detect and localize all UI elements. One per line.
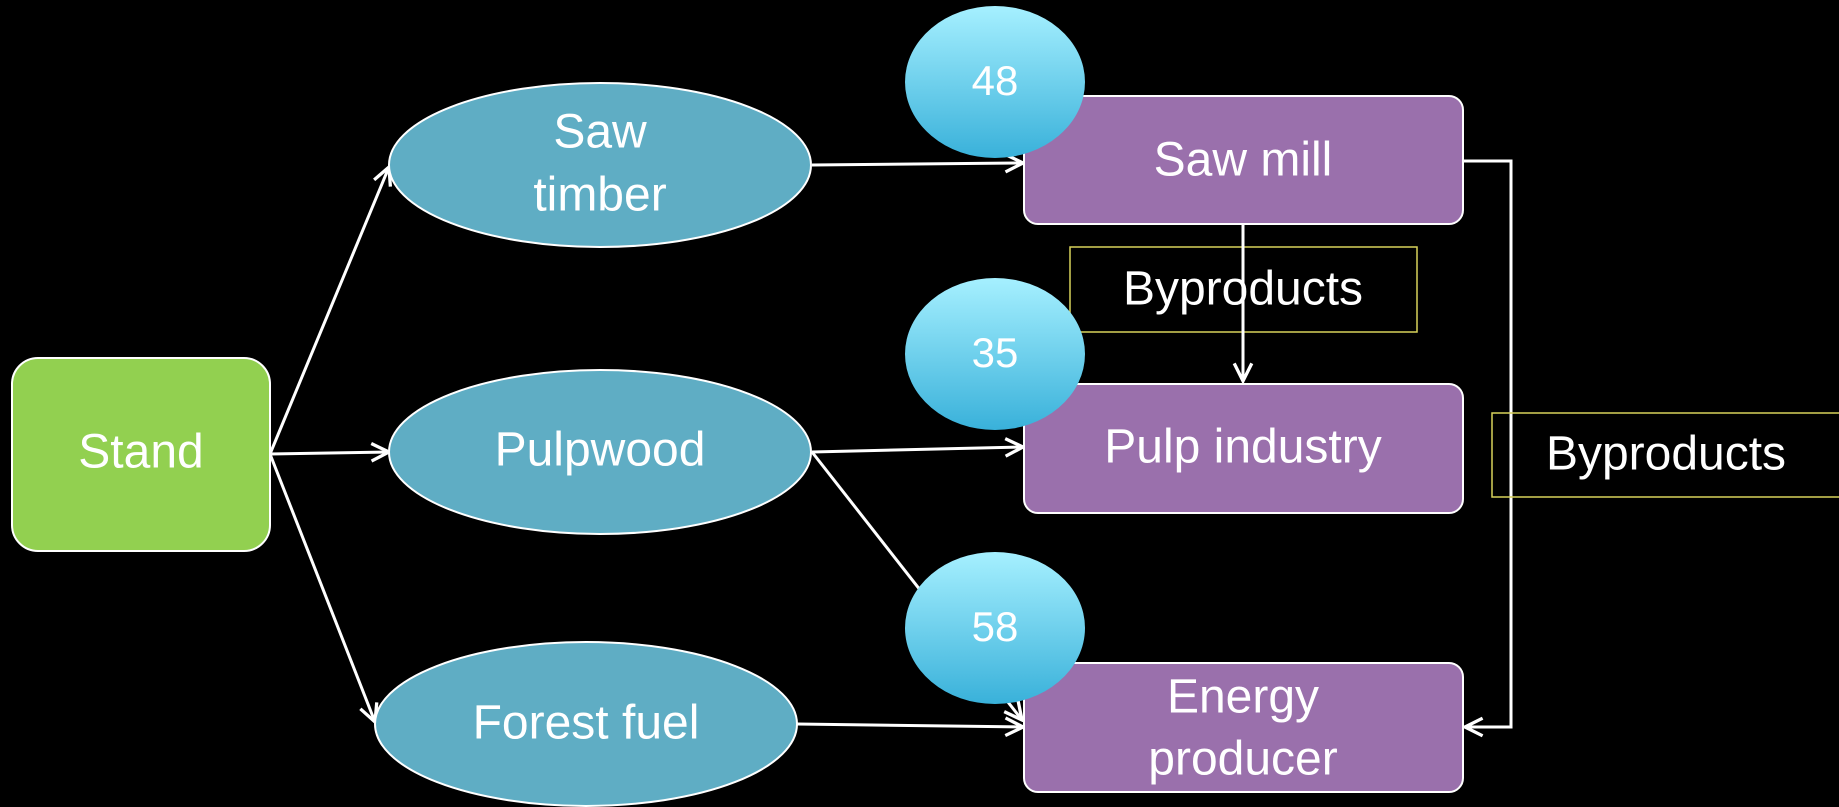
saw-timber-node — [388, 82, 812, 248]
stand-node — [11, 357, 271, 552]
badge — [905, 6, 1085, 158]
arrow — [811, 447, 1023, 452]
node-label: Saw — [553, 106, 647, 159]
node-label: timber — [533, 169, 666, 222]
node-label: Stand — [78, 426, 203, 479]
badge — [905, 278, 1085, 430]
byproducts-label: Byproducts — [1546, 428, 1786, 481]
pulp-industry-node — [1023, 383, 1464, 514]
badge-label: 48 — [972, 57, 1019, 104]
forest-fuel-node — [374, 641, 798, 807]
node-label: Saw mill — [1154, 134, 1333, 187]
node-label: Forest fuel — [473, 697, 700, 750]
badge-label: 35 — [972, 329, 1019, 376]
node-label: Energy — [1167, 671, 1319, 724]
node-label: Pulp industry — [1104, 421, 1381, 474]
pulpwood-node — [388, 369, 812, 535]
node-label: producer — [1148, 733, 1337, 786]
energy-producer-node — [1023, 662, 1464, 793]
arrow — [796, 724, 1023, 727]
arrow — [1463, 159, 1513, 727]
badge — [905, 552, 1085, 704]
arrow — [268, 167, 389, 455]
arrow — [268, 453, 375, 722]
node-label: Pulpwood — [495, 424, 706, 477]
byproducts-box — [1491, 412, 1839, 498]
badge-label: 58 — [972, 603, 1019, 650]
arrow — [269, 452, 389, 454]
arrow — [811, 163, 1023, 165]
